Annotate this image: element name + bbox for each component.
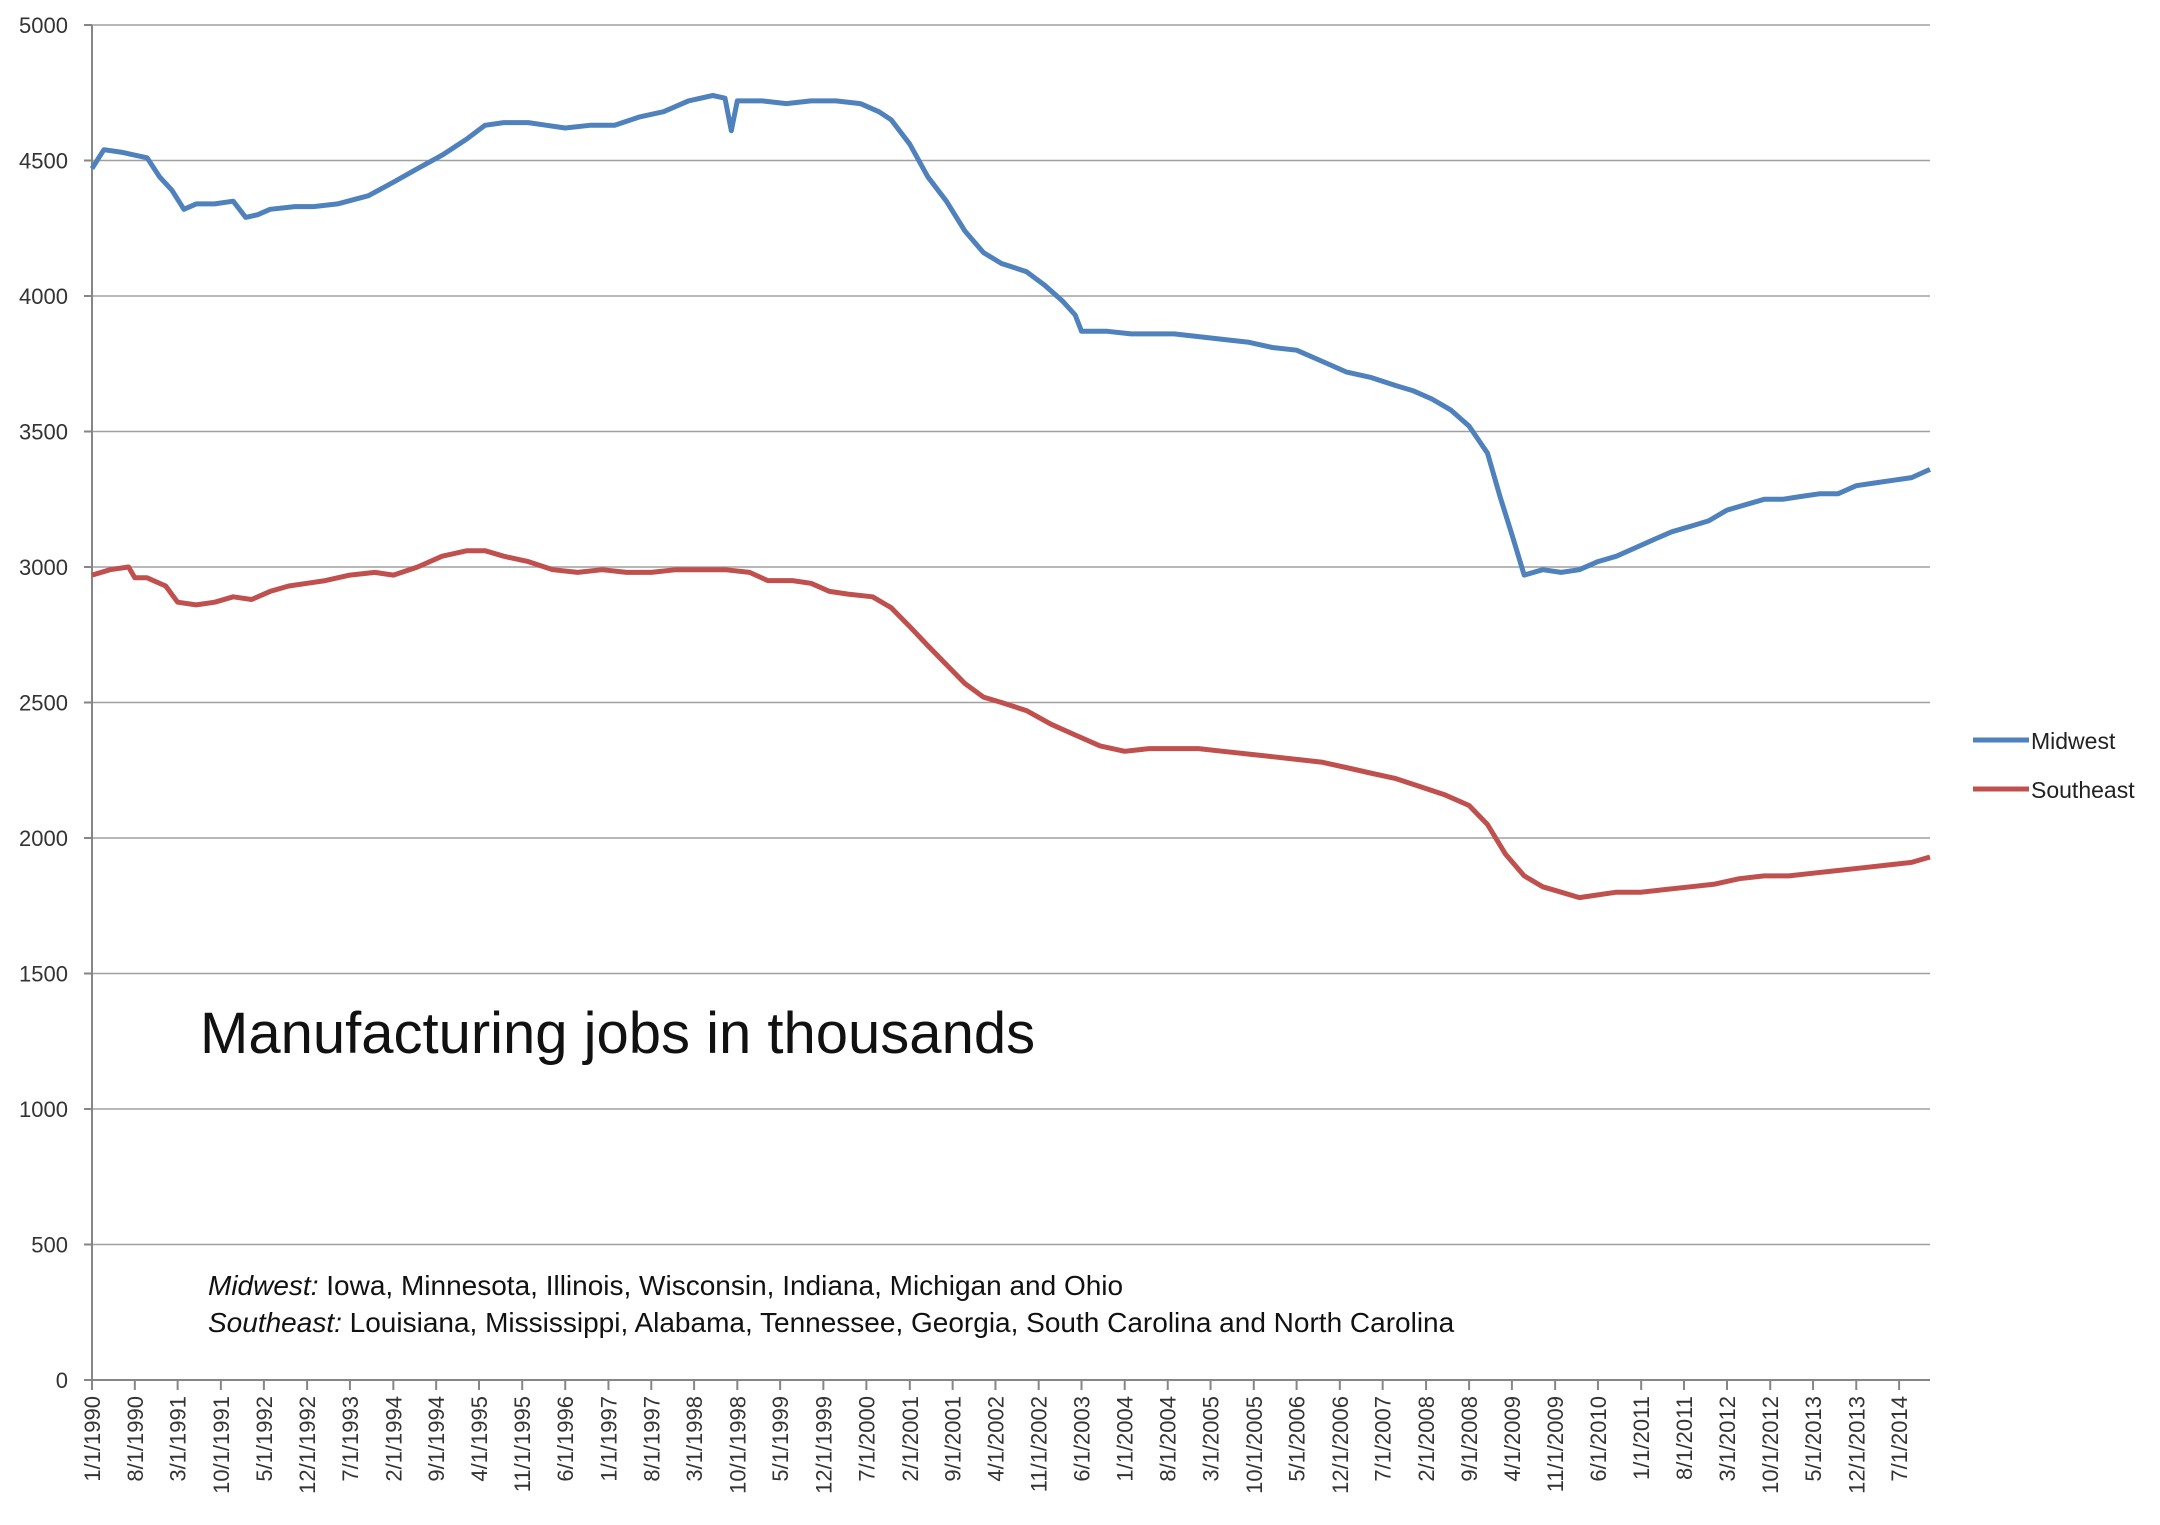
y-tick-label: 1500 xyxy=(19,962,68,987)
footnote-midwest-text: Iowa, Minnesota, Illinois, Wisconsin, In… xyxy=(318,1270,1123,1301)
x-tick-label: 2/1/2008 xyxy=(1414,1396,1439,1482)
series-lines xyxy=(89,93,1932,901)
svg-text:Midwest: Iowa, Minnesota, Illi: Midwest: Iowa, Minnesota, Illinois, Wisc… xyxy=(208,1270,1123,1301)
x-tick-label: 8/1/2004 xyxy=(1156,1396,1181,1482)
x-tick-label: 3/1/2012 xyxy=(1715,1396,1740,1482)
x-tick-label: 5/1/2006 xyxy=(1285,1396,1310,1482)
x-tick-label: 1/1/2011 xyxy=(1629,1396,1654,1480)
y-tick-label: 3000 xyxy=(19,555,68,580)
chart-title: Manufacturing jobs in thousands xyxy=(200,1001,1035,1066)
x-tick-label: 1/1/1997 xyxy=(596,1396,621,1482)
svg-text:Southeast: Louisiana, Mississi: Southeast: Louisiana, Mississippi, Alaba… xyxy=(208,1307,1455,1338)
x-tick-label: 11/1/1995 xyxy=(510,1396,535,1492)
x-tick-label: 3/1/1998 xyxy=(682,1396,707,1482)
x-tick-label: 4/1/2002 xyxy=(983,1396,1008,1482)
x-tick-label: 11/1/2009 xyxy=(1543,1396,1568,1492)
y-tick-label: 4000 xyxy=(19,284,68,309)
x-tick-label: 10/1/1991 xyxy=(209,1396,234,1494)
series-line-southeast xyxy=(91,548,1931,901)
y-tick-label: 5000 xyxy=(19,13,68,38)
x-tick-label: 1/1/1990 xyxy=(80,1396,105,1482)
x-tick-label: 9/1/2008 xyxy=(1457,1396,1482,1482)
x-tick-label: 4/1/1995 xyxy=(467,1396,492,1482)
y-axis-ticks: 0 500 1000 1500 2000 2500 3000 3500 4000 4500 5000 xyxy=(19,13,92,1393)
footnote-midwest: Midwest: Iowa, Minnesota, Illinois, Wisc… xyxy=(208,1270,1123,1301)
y-tick-label: 2500 xyxy=(19,691,68,716)
x-tick-label: 3/1/2005 xyxy=(1199,1396,1224,1482)
x-tick-label: 12/1/1992 xyxy=(295,1396,320,1494)
x-tick-label: 2/1/2001 xyxy=(898,1396,923,1482)
y-tick-label: 500 xyxy=(31,1233,68,1258)
footnote-southeast-label: Southeast: xyxy=(208,1307,342,1338)
gridlines xyxy=(91,24,1930,1381)
x-tick-label: 10/1/2012 xyxy=(1758,1396,1783,1494)
x-tick-label: 11/1/2002 xyxy=(1027,1396,1052,1492)
x-tick-label: 10/1/1998 xyxy=(725,1396,750,1494)
legend-label-midwest: Midwest xyxy=(2031,728,2116,754)
legend-item-midwest: Midwest xyxy=(1973,728,2116,754)
x-tick-label: 12/1/1999 xyxy=(811,1396,836,1494)
x-tick-label: 6/1/2010 xyxy=(1586,1396,1611,1482)
x-tick-label: 5/1/1992 xyxy=(252,1396,277,1482)
x-tick-label: 7/1/2007 xyxy=(1371,1396,1396,1482)
x-tick-label: 6/1/2003 xyxy=(1069,1396,1094,1482)
x-tick-label: 9/1/1994 xyxy=(424,1396,449,1482)
y-tick-label: 0 xyxy=(56,1368,68,1393)
x-tick-label: 3/1/1991 xyxy=(166,1396,191,1482)
footnote-midwest-label: Midwest: xyxy=(208,1270,318,1301)
legend: Midwest Southeast xyxy=(1973,728,2135,803)
x-tick-label: 8/1/1990 xyxy=(123,1396,148,1482)
legend-item-southeast: Southeast xyxy=(1973,777,2135,803)
x-axis-ticks: 1/1/1990 8/1/1990 3/1/1991 10/1/1991 5/1/199… xyxy=(80,1380,1912,1494)
y-tick-label: 1000 xyxy=(19,1097,68,1122)
footnote-southeast: Southeast: Louisiana, Mississippi, Alaba… xyxy=(208,1307,1455,1338)
x-tick-label: 8/1/1997 xyxy=(639,1396,664,1482)
x-tick-label: 7/1/2014 xyxy=(1887,1396,1912,1482)
x-tick-label: 1/1/2004 xyxy=(1113,1396,1138,1482)
x-tick-label: 2/1/1994 xyxy=(381,1396,406,1482)
x-tick-label: 12/1/2013 xyxy=(1844,1396,1869,1494)
series-line-midwest xyxy=(89,93,1932,578)
y-tick-label: 2000 xyxy=(19,826,68,851)
x-tick-label: 7/1/2000 xyxy=(854,1396,879,1482)
x-tick-label: 8/1/2011 xyxy=(1672,1396,1697,1480)
y-tick-label: 3500 xyxy=(19,420,68,445)
x-tick-label: 7/1/1993 xyxy=(338,1396,363,1482)
footnote-southeast-text: Louisiana, Mississippi, Alabama, Tenness… xyxy=(342,1307,1455,1338)
x-tick-label: 10/1/2005 xyxy=(1242,1396,1267,1494)
x-tick-label: 5/1/1999 xyxy=(768,1396,793,1482)
x-tick-label: 12/1/2006 xyxy=(1328,1396,1353,1494)
x-tick-label: 9/1/2001 xyxy=(941,1396,966,1482)
x-tick-label: 5/1/2013 xyxy=(1801,1396,1826,1482)
y-tick-label: 4500 xyxy=(19,149,68,174)
legend-label-southeast: Southeast xyxy=(2031,777,2135,803)
x-tick-label: 6/1/1996 xyxy=(553,1396,578,1482)
x-tick-label: 4/1/2009 xyxy=(1500,1396,1525,1482)
